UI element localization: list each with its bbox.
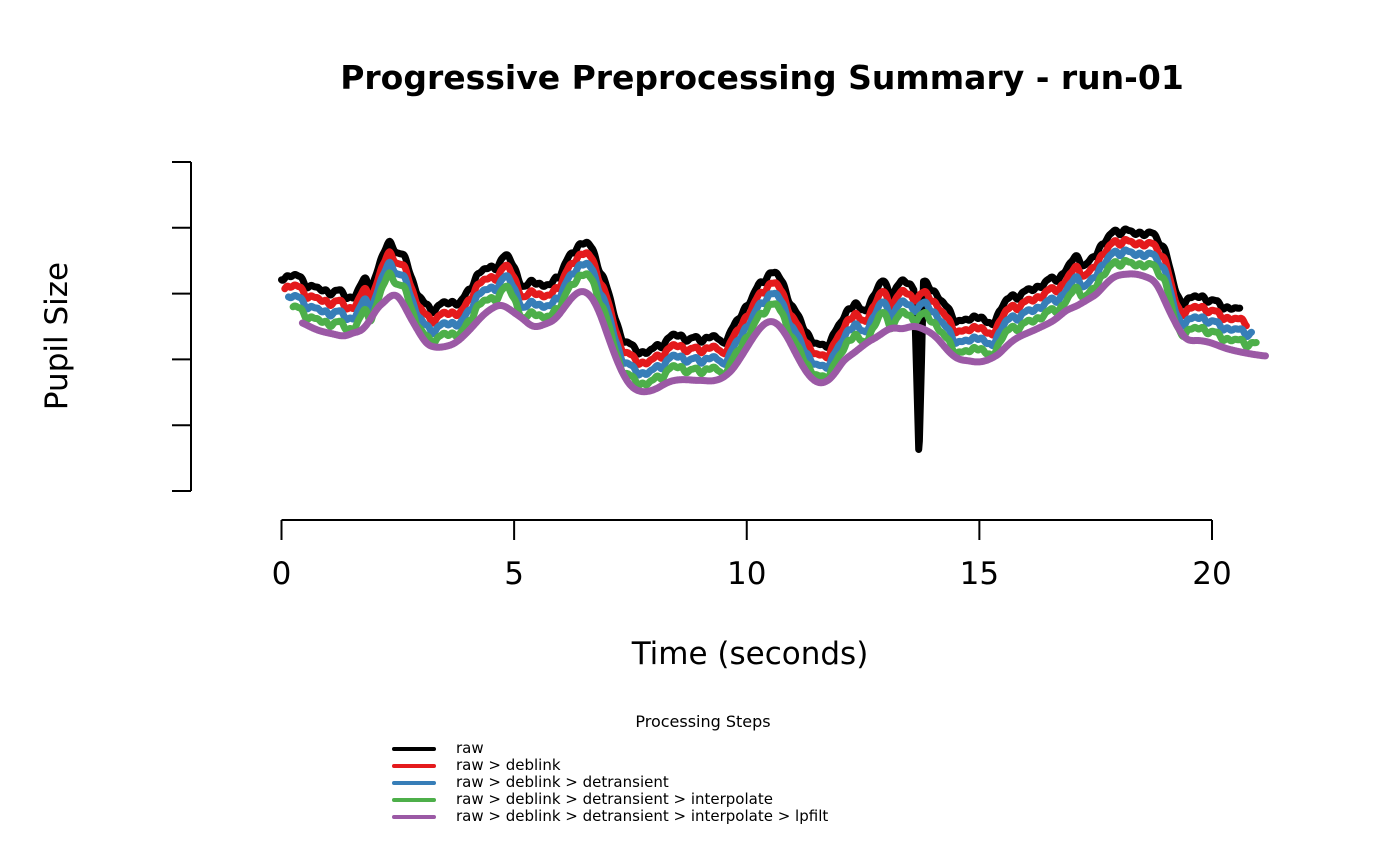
legend-label: raw [456,739,484,757]
legend-row-detransient: raw > deblink > detransient [392,774,828,791]
legend-swatch-interpolate [392,797,436,802]
x-tick-label: 0 [271,556,292,592]
series-line-raw [278,225,1244,453]
x-tick-label: 10 [727,556,767,592]
legend-swatch-raw [392,746,436,751]
legend-row-deblink: raw > deblink [392,757,828,774]
legend-label: raw > deblink [456,756,561,774]
legend-label: raw > deblink > detransient > interpolat… [456,790,773,808]
legend-row-raw: raw [392,740,828,757]
legend-label: raw > deblink > detransient > interpolat… [456,807,829,825]
series-line-deblink [281,236,1250,368]
legend-swatch-detransient [392,780,436,785]
series-line-interpolate [289,257,1260,389]
legend-row-interpolate: raw > deblink > detransient > interpolat… [392,791,828,808]
x-axis-label: Time (seconds) [631,636,869,672]
series-line-detransient [285,246,1255,379]
chart-title: Progressive Preprocessing Summary - run-… [340,58,1184,97]
series-line-lpfilt [298,270,1269,396]
legend-swatch-deblink [392,763,436,768]
legend: raw raw > deblink raw > deblink > detransi… [392,740,828,825]
x-tick-label: 20 [1192,556,1232,592]
legend-label: raw > deblink > detransient [456,773,669,791]
legend-row-lpfilt: raw > deblink > detransient > interpolat… [392,808,828,825]
x-tick-label: 5 [504,556,524,592]
legend-title: Processing Steps [635,712,771,731]
x-tick-label: 15 [959,556,1000,592]
legend-swatch-lpfilt [392,814,436,819]
